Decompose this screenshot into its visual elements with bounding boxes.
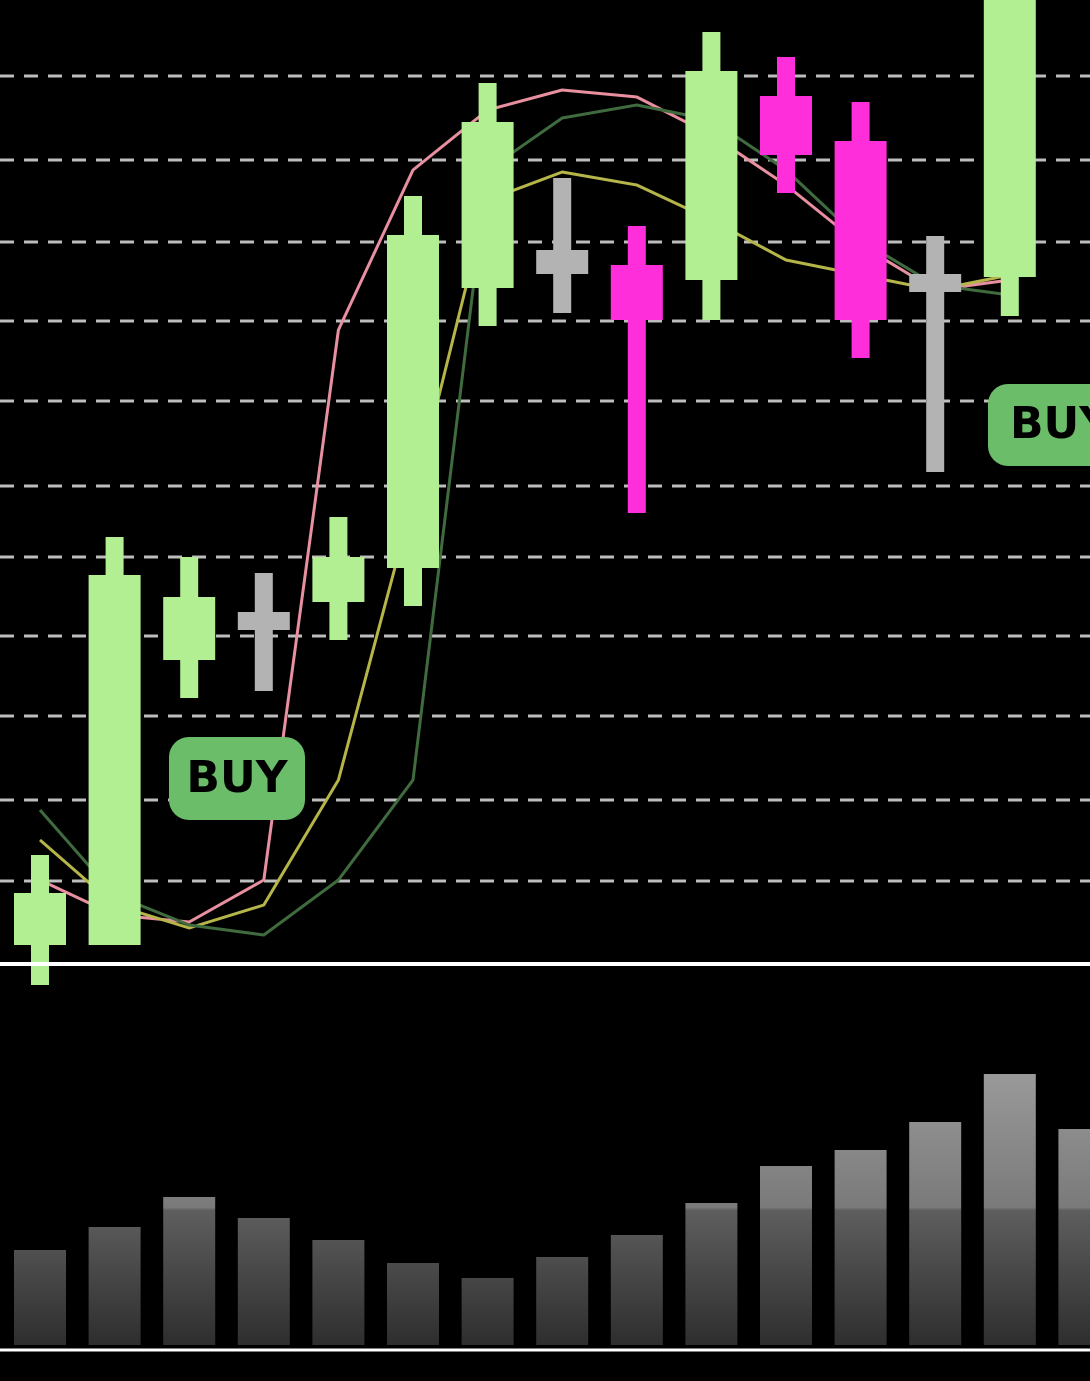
volume-bar [88,1227,141,1345]
volume-bar [760,1166,812,1345]
badge-box [988,384,1090,466]
volume-bar [536,1257,589,1345]
candle-body [461,122,514,288]
candle-wick [254,573,273,691]
candle-body [14,893,66,945]
volume-bar [312,1240,365,1345]
volume-bar [237,1218,290,1345]
volume-bar [387,1263,439,1345]
badge-text: BUY [1010,398,1090,449]
candle-body [983,0,1036,277]
candle-body [387,235,439,568]
candle-wick [553,178,572,313]
candle-body [834,141,887,320]
volume-bar [14,1250,66,1345]
candle-body [685,71,738,280]
volume-bar [461,1278,514,1345]
buy-badge: BUY [169,737,305,820]
candle-body [909,274,962,292]
volume-bar [610,1235,663,1345]
volume-bar [685,1203,738,1345]
candle-body [610,265,663,320]
candle-body [88,575,141,945]
candle-body [312,557,365,602]
candle-wick [926,236,945,472]
badge-box [169,737,305,820]
buy-badge: BUY [988,384,1090,466]
volume-bar [983,1074,1036,1345]
badge-text: BUY [186,752,288,803]
candle-body [536,250,589,274]
volume-bar [834,1150,887,1345]
volume-bar [163,1197,216,1345]
candle-body [760,96,812,155]
candle-body [237,612,290,630]
candle-body [163,597,216,660]
volume-bar [1058,1129,1090,1345]
volume-bar [909,1122,962,1345]
